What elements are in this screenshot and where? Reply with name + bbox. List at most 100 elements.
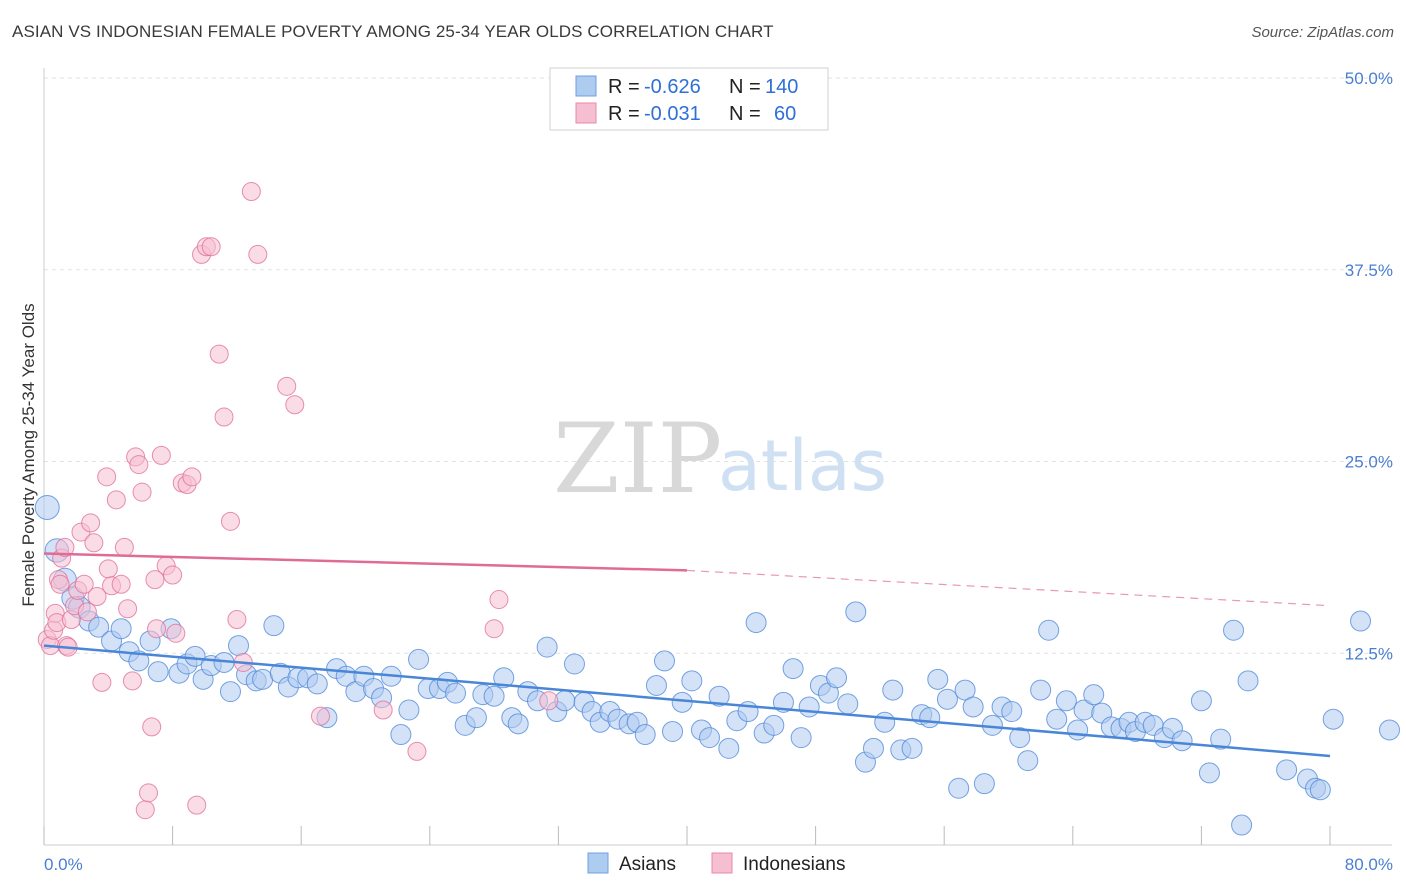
- point-1-22: [98, 559, 118, 579]
- point-0-84: [798, 696, 820, 718]
- point-0-49: [483, 685, 505, 707]
- chart-title: ASIAN VS INDONESIAN FEMALE POVERTY AMONG…: [12, 22, 774, 41]
- point-1-17: [81, 513, 101, 533]
- point-1-39: [163, 565, 183, 585]
- bottom-legend-asians: Asians: [619, 854, 676, 875]
- point-0-126: [1190, 690, 1212, 712]
- point-0-112: [1055, 690, 1077, 712]
- point-0-83: [790, 727, 812, 749]
- point-0-45: [445, 682, 467, 704]
- point-1-26: [114, 537, 134, 557]
- legend-r-value-asians: -0.626: [644, 76, 701, 98]
- watermark-atlas: atlas: [718, 425, 887, 507]
- point-0-47: [465, 707, 487, 729]
- point-0-102: [962, 696, 984, 718]
- point-1-25: [111, 574, 131, 594]
- point-1-15: [74, 574, 94, 594]
- legend-swatch-indonesians: [575, 102, 597, 124]
- point-0-89: [845, 601, 867, 623]
- point-1-51: [227, 610, 247, 630]
- y-tick-labels: 12.5% 25.0% 37.5% 50.0%: [1345, 69, 1393, 663]
- bottom-legend-indonesians: Indonesians: [743, 854, 845, 875]
- point-0-71: [681, 670, 703, 692]
- point-0-129: [1223, 619, 1245, 641]
- point-1-44: [187, 795, 207, 815]
- y-tick-label-1: 25.0%: [1345, 453, 1393, 472]
- point-0-30: [306, 673, 328, 695]
- legend-swatch-asians: [575, 75, 597, 97]
- point-0-73: [699, 727, 721, 749]
- point-1-24: [106, 490, 126, 510]
- point-0-107: [1009, 727, 1031, 749]
- point-0-135: [1309, 779, 1331, 801]
- point-0-108: [1017, 750, 1039, 772]
- point-1-47: [201, 237, 221, 257]
- point-0-70: [671, 691, 693, 713]
- point-0-80: [763, 714, 785, 736]
- point-0-55: [536, 636, 558, 658]
- point-1-35: [145, 570, 165, 590]
- trend-line-0: [43, 644, 1331, 758]
- point-0-69: [662, 720, 684, 742]
- point-0-16: [184, 645, 206, 667]
- point-1-27: [118, 599, 138, 619]
- axes: [43, 68, 1392, 846]
- point-1-33: [138, 783, 158, 803]
- point-0-100: [948, 777, 970, 799]
- point-0-110: [1038, 619, 1060, 641]
- point-0-138: [1378, 719, 1400, 741]
- point-0-58: [563, 653, 585, 675]
- point-0-41: [408, 648, 430, 670]
- point-1-37: [151, 445, 171, 465]
- point-0-101: [954, 679, 976, 701]
- legend-r-label-asians: R =: [608, 76, 640, 98]
- point-0-10: [128, 650, 150, 672]
- point-0-106: [1001, 701, 1023, 723]
- legend-bottom: Asians Indonesians: [587, 852, 845, 875]
- point-0-97: [919, 707, 941, 729]
- source-label: Source: ZipAtlas.com: [1251, 24, 1394, 41]
- point-1-20: [92, 672, 112, 692]
- point-0-93: [882, 679, 904, 701]
- series-1-points: [37, 182, 559, 820]
- bottom-legend-swatch-indonesians: [711, 852, 733, 874]
- point-0-127: [1198, 762, 1220, 784]
- point-0-115: [1083, 684, 1105, 706]
- legend-n-label-indonesians: N =: [729, 103, 761, 125]
- x-tick-labels: 0.0% 80.0%: [44, 855, 1393, 874]
- point-1-55: [277, 376, 297, 396]
- series-0-points: [34, 495, 1400, 836]
- point-0-91: [862, 737, 884, 759]
- watermark-zip: ZIP: [553, 403, 722, 515]
- point-0-103: [973, 773, 995, 795]
- point-1-6: [50, 574, 70, 594]
- point-1-57: [310, 706, 330, 726]
- trend-line-1: [43, 552, 688, 572]
- trend-line-dashed-1: [686, 569, 1331, 607]
- point-0-24: [252, 668, 274, 690]
- point-0-21: [228, 635, 250, 657]
- point-0-113: [1067, 719, 1089, 741]
- point-1-36: [147, 619, 167, 639]
- point-1-32: [135, 800, 155, 820]
- watermark: ZIP atlas: [553, 403, 887, 515]
- point-0-12: [147, 661, 169, 683]
- point-1-53: [241, 182, 261, 202]
- grid-lines: [44, 77, 1392, 654]
- point-0-111: [1046, 708, 1068, 730]
- point-0-20: [219, 681, 241, 703]
- point-1-54: [248, 244, 268, 264]
- bottom-legend-swatch-asians: [587, 852, 609, 874]
- point-0-99: [936, 688, 958, 710]
- point-1-30: [129, 455, 149, 475]
- legend-n-label-asians: N =: [729, 76, 761, 98]
- point-0-81: [772, 691, 794, 713]
- point-1-16: [77, 602, 97, 622]
- point-0-98: [927, 668, 949, 690]
- point-0-40: [398, 699, 420, 721]
- trend-lines: [43, 552, 1331, 758]
- point-1-21: [97, 467, 117, 487]
- point-1-34: [142, 717, 162, 737]
- point-0-130: [1231, 814, 1253, 836]
